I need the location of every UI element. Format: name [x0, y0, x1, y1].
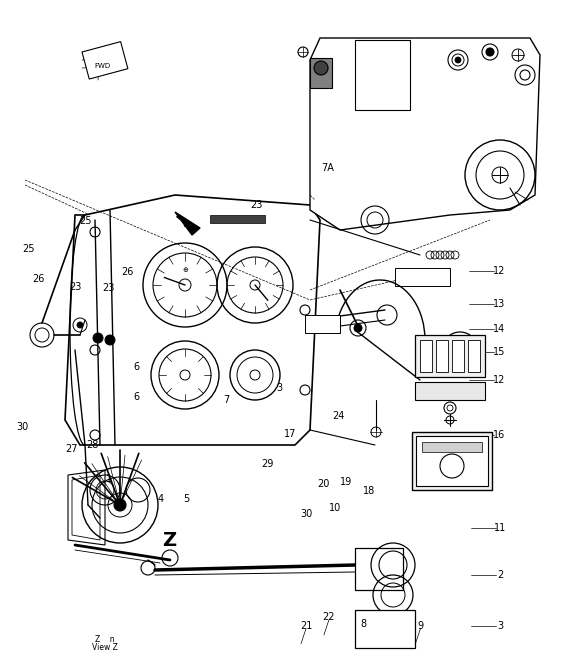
Bar	[422, 442, 482, 452]
Text: 26: 26	[121, 267, 133, 277]
Text: 5: 5	[183, 494, 189, 504]
Text: 16: 16	[492, 430, 505, 440]
Text: 22: 22	[323, 612, 335, 622]
Circle shape	[486, 48, 494, 56]
Text: 8: 8	[360, 619, 366, 628]
Text: 24: 24	[332, 412, 345, 421]
Text: 13: 13	[492, 299, 505, 309]
Polygon shape	[310, 38, 540, 230]
Polygon shape	[68, 470, 105, 545]
Text: 23: 23	[69, 282, 82, 291]
Text: 28: 28	[86, 440, 99, 450]
Text: 18: 18	[363, 486, 375, 496]
Text: 25: 25	[22, 244, 35, 253]
Text: 4: 4	[157, 494, 163, 504]
Text: ⊕: ⊕	[182, 267, 188, 273]
Text: 14: 14	[492, 325, 505, 334]
Text: 25: 25	[80, 217, 92, 226]
Polygon shape	[72, 475, 100, 540]
Text: 7A: 7A	[321, 163, 333, 173]
Text: 29: 29	[261, 459, 274, 468]
Text: 12: 12	[492, 266, 505, 275]
Circle shape	[354, 324, 362, 332]
Circle shape	[105, 335, 115, 345]
Bar	[412, 432, 492, 490]
Bar	[415, 382, 485, 400]
Bar	[355, 548, 403, 590]
Polygon shape	[360, 40, 410, 110]
Text: 2: 2	[498, 570, 503, 580]
Text: 12: 12	[492, 376, 505, 385]
Text: 30: 30	[300, 509, 312, 518]
Text: 26: 26	[33, 274, 45, 283]
Text: 19: 19	[340, 477, 352, 486]
Bar	[355, 610, 415, 648]
Bar	[355, 40, 410, 110]
Circle shape	[314, 61, 328, 75]
Text: 10: 10	[328, 504, 341, 513]
Text: 7: 7	[223, 396, 229, 405]
Bar	[415, 335, 485, 377]
Bar	[395, 268, 450, 286]
Text: Z: Z	[162, 531, 176, 550]
Bar	[305, 315, 340, 333]
Text: 15: 15	[492, 348, 505, 357]
Text: 23: 23	[250, 201, 263, 210]
Circle shape	[77, 322, 83, 328]
Text: 3: 3	[498, 621, 503, 630]
Polygon shape	[65, 195, 320, 445]
Bar	[310, 58, 332, 88]
Text: Z    n: Z n	[95, 636, 115, 644]
Circle shape	[93, 333, 103, 343]
Bar	[210, 215, 265, 223]
Bar	[420, 340, 432, 372]
Text: View Z: View Z	[92, 644, 118, 652]
Circle shape	[114, 499, 126, 511]
Text: 21: 21	[300, 621, 312, 630]
Bar	[82, 41, 128, 79]
Text: 6: 6	[133, 362, 139, 372]
Bar	[452, 340, 464, 372]
Text: 20: 20	[317, 480, 329, 489]
Text: 9: 9	[418, 621, 423, 630]
Text: 6: 6	[133, 392, 139, 402]
Text: 17: 17	[284, 429, 297, 438]
Bar	[416, 436, 488, 486]
Text: 30: 30	[17, 422, 29, 432]
Text: 27: 27	[65, 444, 78, 454]
Text: 3: 3	[276, 384, 282, 393]
Polygon shape	[175, 212, 200, 235]
Text: 1: 1	[106, 474, 112, 484]
Text: 11: 11	[494, 524, 507, 533]
Text: 23: 23	[102, 283, 115, 293]
Bar	[468, 340, 480, 372]
Bar	[436, 340, 448, 372]
Text: FWD: FWD	[94, 63, 110, 69]
Circle shape	[455, 57, 461, 63]
